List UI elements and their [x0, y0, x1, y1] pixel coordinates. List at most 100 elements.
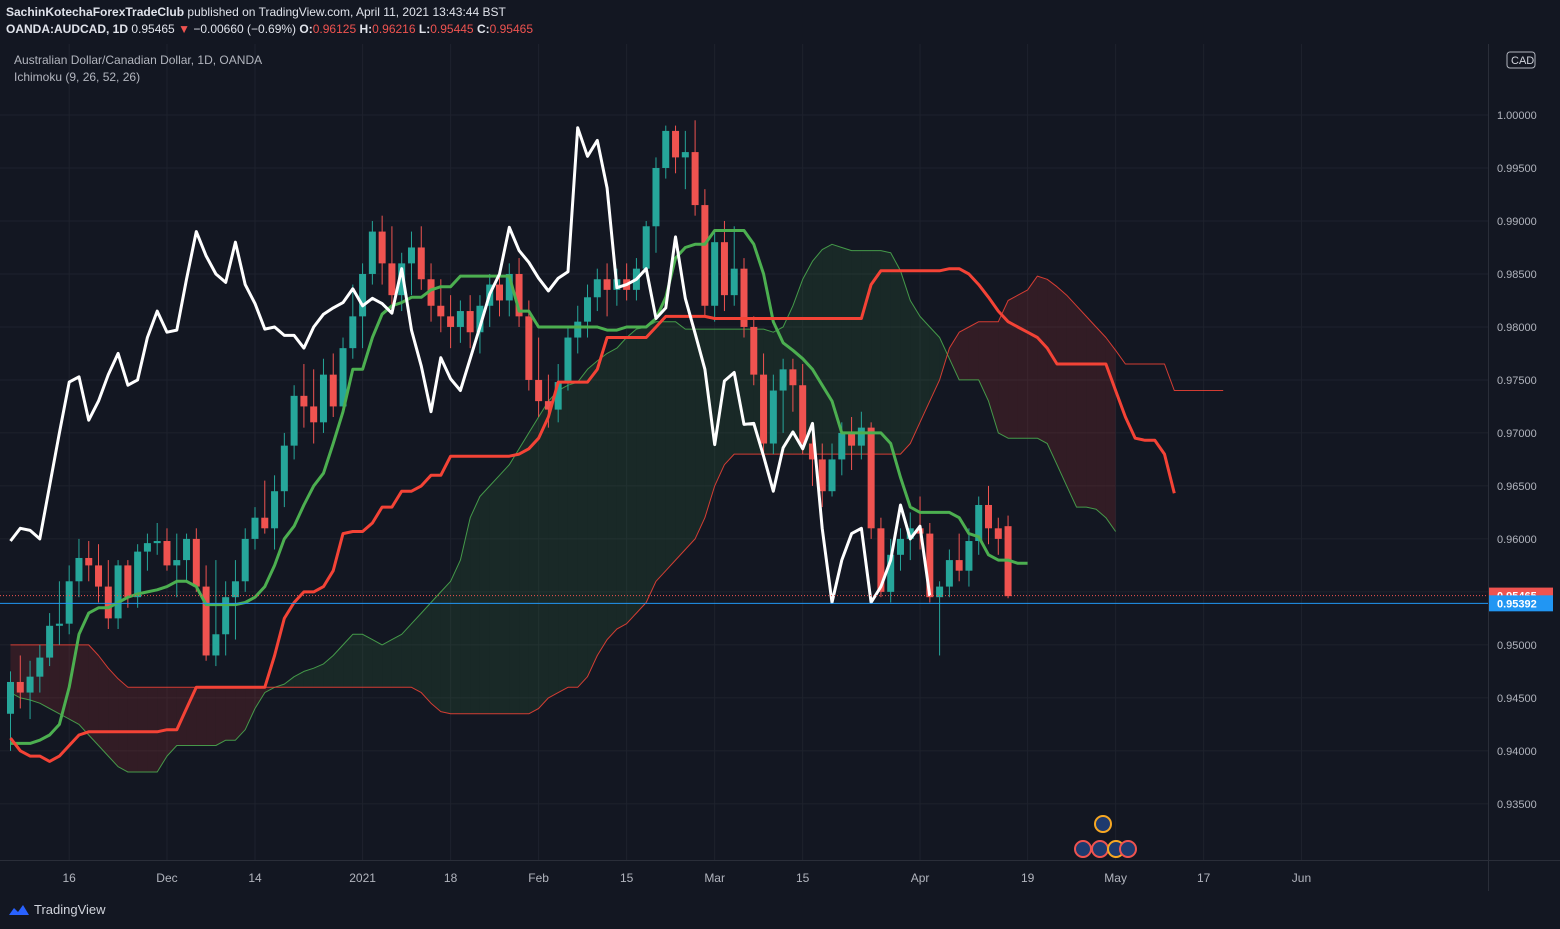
- cloud-segment: [665, 321, 676, 571]
- candle-body: [359, 273, 367, 317]
- candle-body: [554, 382, 562, 410]
- cloud-segment: [988, 321, 999, 433]
- cloud-segment: [616, 337, 627, 629]
- cloud-segment: [607, 348, 617, 640]
- price-tick-label: 0.93500: [1497, 799, 1537, 811]
- time-tick-label: 2021: [349, 871, 376, 885]
- time-tick-label: 14: [248, 871, 262, 885]
- candle-body: [231, 581, 239, 598]
- symbol-label: OANDA:AUDCAD, 1D: [6, 22, 128, 36]
- cloud-segment: [225, 687, 236, 741]
- published-text: published on TradingView.com, April 11, …: [187, 5, 506, 19]
- candle-body: [750, 326, 758, 375]
- cloud-segment: [959, 326, 969, 380]
- cloud-segment: [479, 485, 490, 714]
- candle-body: [994, 528, 1002, 539]
- candle-body: [261, 517, 269, 529]
- cloud-segment: [900, 270, 911, 455]
- candle-body: [36, 657, 44, 677]
- candle-body: [124, 565, 132, 598]
- cloud-segment: [832, 244, 842, 455]
- candle-body: [799, 385, 807, 444]
- indicator-title[interactable]: Ichimoku (9, 26, 52, 26): [14, 70, 141, 84]
- cloud-segment: [69, 644, 79, 725]
- candle-body: [163, 541, 171, 566]
- candle-body: [104, 586, 112, 619]
- cloud-segment: [323, 655, 334, 688]
- candle-body: [349, 316, 357, 349]
- candle-body: [505, 273, 513, 301]
- cloud-segment: [998, 300, 1009, 439]
- economic-event-icon: [1091, 840, 1109, 858]
- time-tick-label: 16: [63, 871, 77, 885]
- cloud-segment: [567, 382, 578, 688]
- candle-body: [280, 445, 288, 492]
- candle-body: [789, 369, 797, 386]
- candle-body: [319, 374, 327, 423]
- cloud-segment: [871, 250, 881, 455]
- candle-body: [55, 623, 63, 626]
- economic-event-icon: [1094, 815, 1112, 833]
- cloud-segment: [1047, 279, 1057, 465]
- cloud-segment: [812, 249, 823, 455]
- candle-body: [662, 130, 670, 168]
- chart-area[interactable]: 1.00000 0.99500 0.99000 0.98500 0.98000 0.975…: [0, 44, 1560, 891]
- time-tick-label: 19: [1021, 871, 1035, 885]
- publisher-name[interactable]: SachinKotechaForexTradeClub: [6, 5, 185, 19]
- cloud-segment: [450, 560, 461, 714]
- cloud-segment: [470, 496, 480, 714]
- cloud-segment: [577, 369, 588, 688]
- time-tick-label: 15: [620, 871, 634, 885]
- senkou-span-a-line: [10, 243, 1117, 773]
- cloud-segment: [137, 687, 148, 773]
- last-price: 0.95465: [131, 22, 175, 36]
- cloud-segment: [704, 329, 715, 518]
- time-tick-label: 18: [444, 871, 458, 885]
- price-tick-label: 0.98000: [1497, 322, 1537, 334]
- candle-body: [95, 565, 103, 587]
- candle-body: [310, 406, 318, 423]
- time-tick-label: 15: [796, 871, 810, 885]
- publish-info: SachinKotechaForexTradeClub published on…: [6, 5, 506, 19]
- cloud-segment: [538, 401, 549, 709]
- cloud-segment: [528, 417, 539, 714]
- price-tick-label: 0.99500: [1497, 163, 1537, 175]
- chart-svg[interactable]: 1.00000 0.99500 0.99000 0.98500 0.98000 0.975…: [0, 44, 1560, 891]
- cloud-segment: [968, 321, 979, 380]
- candle-body: [711, 242, 719, 306]
- cloud-segment: [1056, 286, 1067, 486]
- cloud-segment: [88, 644, 99, 746]
- cloud-segment: [391, 634, 402, 688]
- cloud-segment: [724, 329, 735, 465]
- cloud-segment: [245, 687, 255, 730]
- cloud-segment: [1008, 295, 1018, 439]
- cloud-segment: [401, 623, 412, 688]
- brand-label: TradingView: [34, 902, 106, 917]
- candle-body: [241, 538, 249, 582]
- low-label: L:: [418, 22, 431, 36]
- candle-body: [936, 586, 944, 598]
- candle-body: [26, 676, 34, 693]
- tradingview-logo-icon: [9, 904, 29, 915]
- cloud-segment: [929, 326, 940, 402]
- candle-body: [965, 541, 973, 571]
- cloud-segment: [519, 432, 529, 714]
- price-tick-label: 0.97000: [1497, 428, 1537, 440]
- candle-body: [388, 263, 396, 296]
- candle-body: [955, 560, 963, 571]
- close-value: 0.95465: [489, 22, 534, 36]
- cloud-segment: [49, 644, 60, 714]
- price-tick-label: 0.97500: [1497, 375, 1537, 387]
- candle-body: [740, 268, 748, 327]
- candle-body: [183, 538, 191, 561]
- cloud-segment: [196, 687, 207, 746]
- cloud-segment: [597, 353, 608, 656]
- candle-body: [290, 395, 298, 446]
- candle-body: [75, 557, 83, 582]
- time-tick-label: Jun: [1292, 871, 1311, 885]
- high-label: H:: [359, 22, 373, 36]
- candle-body: [476, 305, 484, 333]
- candle-body: [496, 284, 503, 301]
- cloud-segment: [548, 390, 559, 698]
- time-tick-label: Apr: [911, 871, 930, 885]
